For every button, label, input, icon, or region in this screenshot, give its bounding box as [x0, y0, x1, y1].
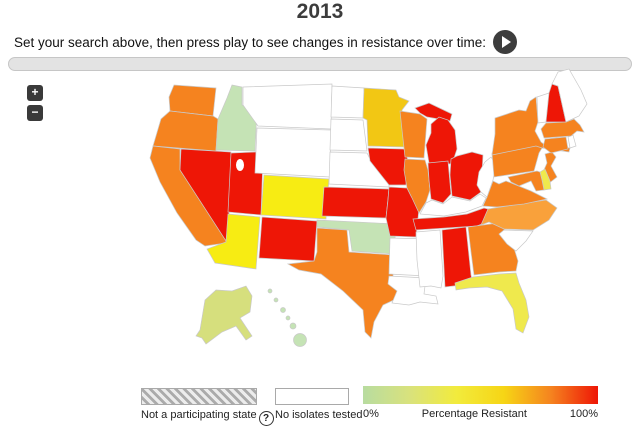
state-OR[interactable]	[152, 110, 219, 152]
state-ID[interactable]	[215, 84, 258, 152]
state-MI[interactable]	[425, 116, 458, 165]
state-MT[interactable]	[242, 83, 333, 130]
help-icon[interactable]: ?	[258, 411, 274, 426]
not-participating-label: Not a participating state?	[141, 409, 274, 426]
gradient-max-label: 100%	[569, 408, 598, 420]
state-AK[interactable]	[195, 285, 253, 345]
state-ME[interactable]	[551, 68, 588, 123]
state-WA[interactable]	[168, 84, 217, 117]
state-AL[interactable]	[441, 226, 474, 288]
great-salt-lake	[236, 159, 244, 171]
state-KY[interactable]	[419, 193, 487, 217]
state-IL[interactable]	[403, 158, 431, 214]
legend-gradient: 0% Percentage Resistant 100%	[363, 386, 598, 420]
zoom-out-button[interactable]: −	[27, 105, 43, 121]
state-KS[interactable]	[321, 186, 390, 219]
play-button[interactable]	[493, 30, 518, 54]
play-icon	[502, 36, 512, 48]
state-IN[interactable]	[427, 160, 452, 204]
state-MI[interactable]	[414, 102, 453, 122]
no-isolates-label: No isolates tested	[275, 409, 363, 421]
state-FL[interactable]	[454, 272, 530, 334]
state-SD[interactable]	[329, 118, 368, 152]
instruction-row: Set your search above, then press play t…	[14, 30, 518, 54]
state-MS[interactable]	[415, 229, 444, 289]
state-HI[interactable]	[285, 315, 291, 321]
legend-no-isolates: No isolates tested	[275, 388, 362, 421]
state-WY[interactable]	[254, 127, 332, 178]
gradient-min-label: 0%	[363, 408, 379, 420]
state-ND[interactable]	[330, 85, 365, 119]
state-HI[interactable]	[267, 288, 273, 294]
legend-not-participating: Not a participating state?	[141, 388, 274, 426]
state-SC[interactable]	[498, 229, 534, 252]
state-HI[interactable]	[289, 322, 297, 330]
instruction-text: Set your search above, then press play t…	[14, 34, 487, 50]
page-title: 2013	[296, 0, 344, 23]
hatched-swatch	[141, 388, 257, 405]
timeline-slider[interactable]	[8, 57, 632, 71]
zoom-in-button[interactable]: +	[27, 85, 43, 101]
state-HI[interactable]	[280, 307, 286, 313]
state-NM[interactable]	[258, 216, 318, 262]
state-RI[interactable]	[567, 134, 577, 149]
state-HI[interactable]	[273, 297, 279, 303]
state-HI[interactable]	[293, 333, 307, 347]
state-AZ[interactable]	[206, 213, 261, 270]
state-MD[interactable]	[507, 170, 545, 192]
state-CO[interactable]	[260, 174, 330, 220]
state-LA[interactable]	[387, 275, 439, 306]
gradient-swatch	[363, 386, 598, 404]
state-WI[interactable]	[399, 110, 428, 159]
state-MA[interactable]	[540, 118, 585, 139]
state-CT[interactable]	[542, 136, 569, 154]
white-swatch	[275, 388, 349, 405]
zoom-controls: + −	[27, 85, 43, 125]
gradient-title-label: Percentage Resistant	[421, 408, 527, 420]
